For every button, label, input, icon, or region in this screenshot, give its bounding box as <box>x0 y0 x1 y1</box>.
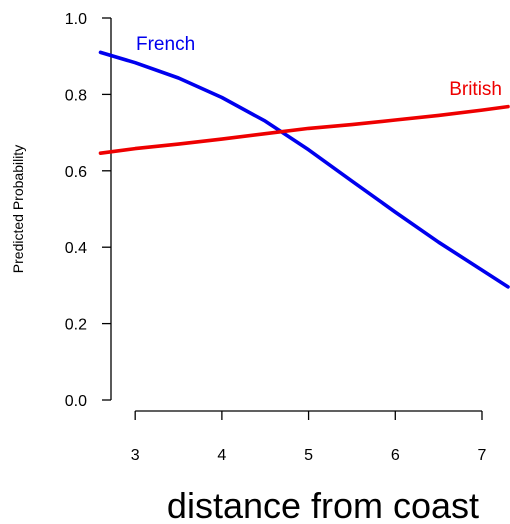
series-label-french: French <box>136 34 195 55</box>
series-label-british: British <box>449 79 502 100</box>
y-tick-label: 0.0 <box>65 393 87 410</box>
y-tick-label: 0.4 <box>65 240 87 257</box>
x-tick-label: 5 <box>304 447 313 464</box>
series-line-french <box>98 50 510 289</box>
x-axis: 3 4 5 6 7 <box>131 410 487 464</box>
y-tick-label: 1.0 <box>65 11 87 28</box>
x-tick-label: 4 <box>217 447 226 464</box>
series-layer: French British <box>98 34 510 289</box>
x-axis-label: distance from coast <box>167 485 479 524</box>
y-axis-label: Predicted Probability <box>10 145 26 273</box>
x-tick-label: 6 <box>391 447 400 464</box>
series-line-british <box>98 104 510 155</box>
x-tick-label: 7 <box>478 447 487 464</box>
y-tick-label: 0.8 <box>65 87 87 104</box>
y-tick-label: 0.6 <box>65 164 87 181</box>
x-tick-label: 3 <box>131 447 140 464</box>
y-axis: 0.0 0.2 0.4 0.6 0.8 1.0 <box>65 11 112 410</box>
y-tick-label: 0.2 <box>65 317 87 334</box>
